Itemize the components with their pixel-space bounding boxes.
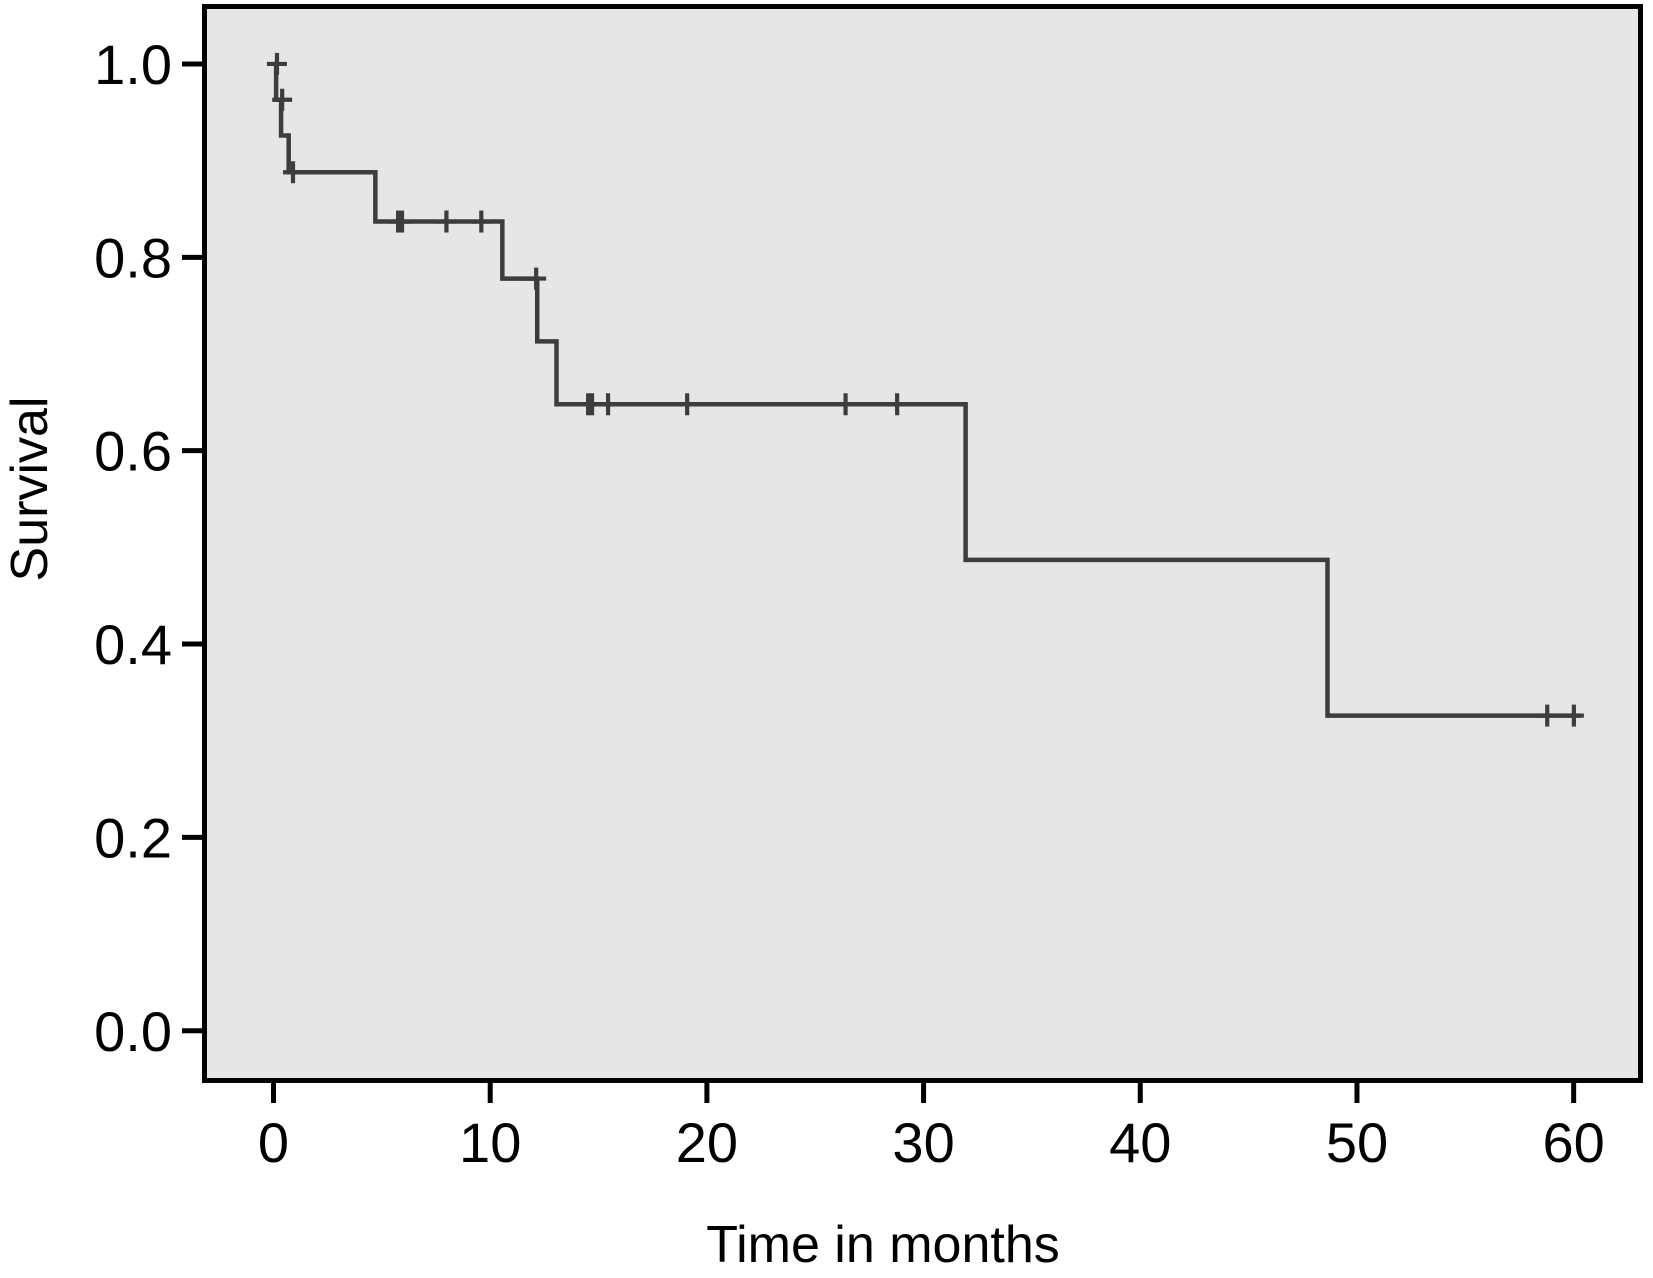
y-axis-title: Survival bbox=[1, 397, 59, 582]
x-tick-label: 50 bbox=[1326, 1111, 1388, 1174]
y-tick-label: 0.4 bbox=[94, 613, 172, 676]
x-axis-ticks: 0 10 20 30 40 50 60 bbox=[258, 1083, 1605, 1174]
y-tick-label: 0.8 bbox=[94, 226, 172, 289]
x-tick-label: 30 bbox=[892, 1111, 954, 1174]
y-tick-label: 0.2 bbox=[94, 806, 172, 869]
x-tick-label: 10 bbox=[459, 1111, 521, 1174]
x-axis-title: Time in months bbox=[706, 1216, 1060, 1274]
plot-area bbox=[202, 4, 1643, 1083]
x-tick-label: 40 bbox=[1109, 1111, 1171, 1174]
x-tick-label: 0 bbox=[258, 1111, 289, 1174]
y-tick-label: 1.0 bbox=[94, 33, 172, 96]
censor-marks bbox=[266, 52, 1584, 727]
x-tick-label: 20 bbox=[676, 1111, 738, 1174]
y-axis-ticks: 0.0 0.2 0.4 0.6 0.8 1.0 bbox=[94, 33, 202, 1063]
x-tick-label: 60 bbox=[1543, 1111, 1605, 1174]
y-tick-label: 0.6 bbox=[94, 420, 172, 483]
y-tick-label: 0.0 bbox=[94, 1000, 172, 1063]
